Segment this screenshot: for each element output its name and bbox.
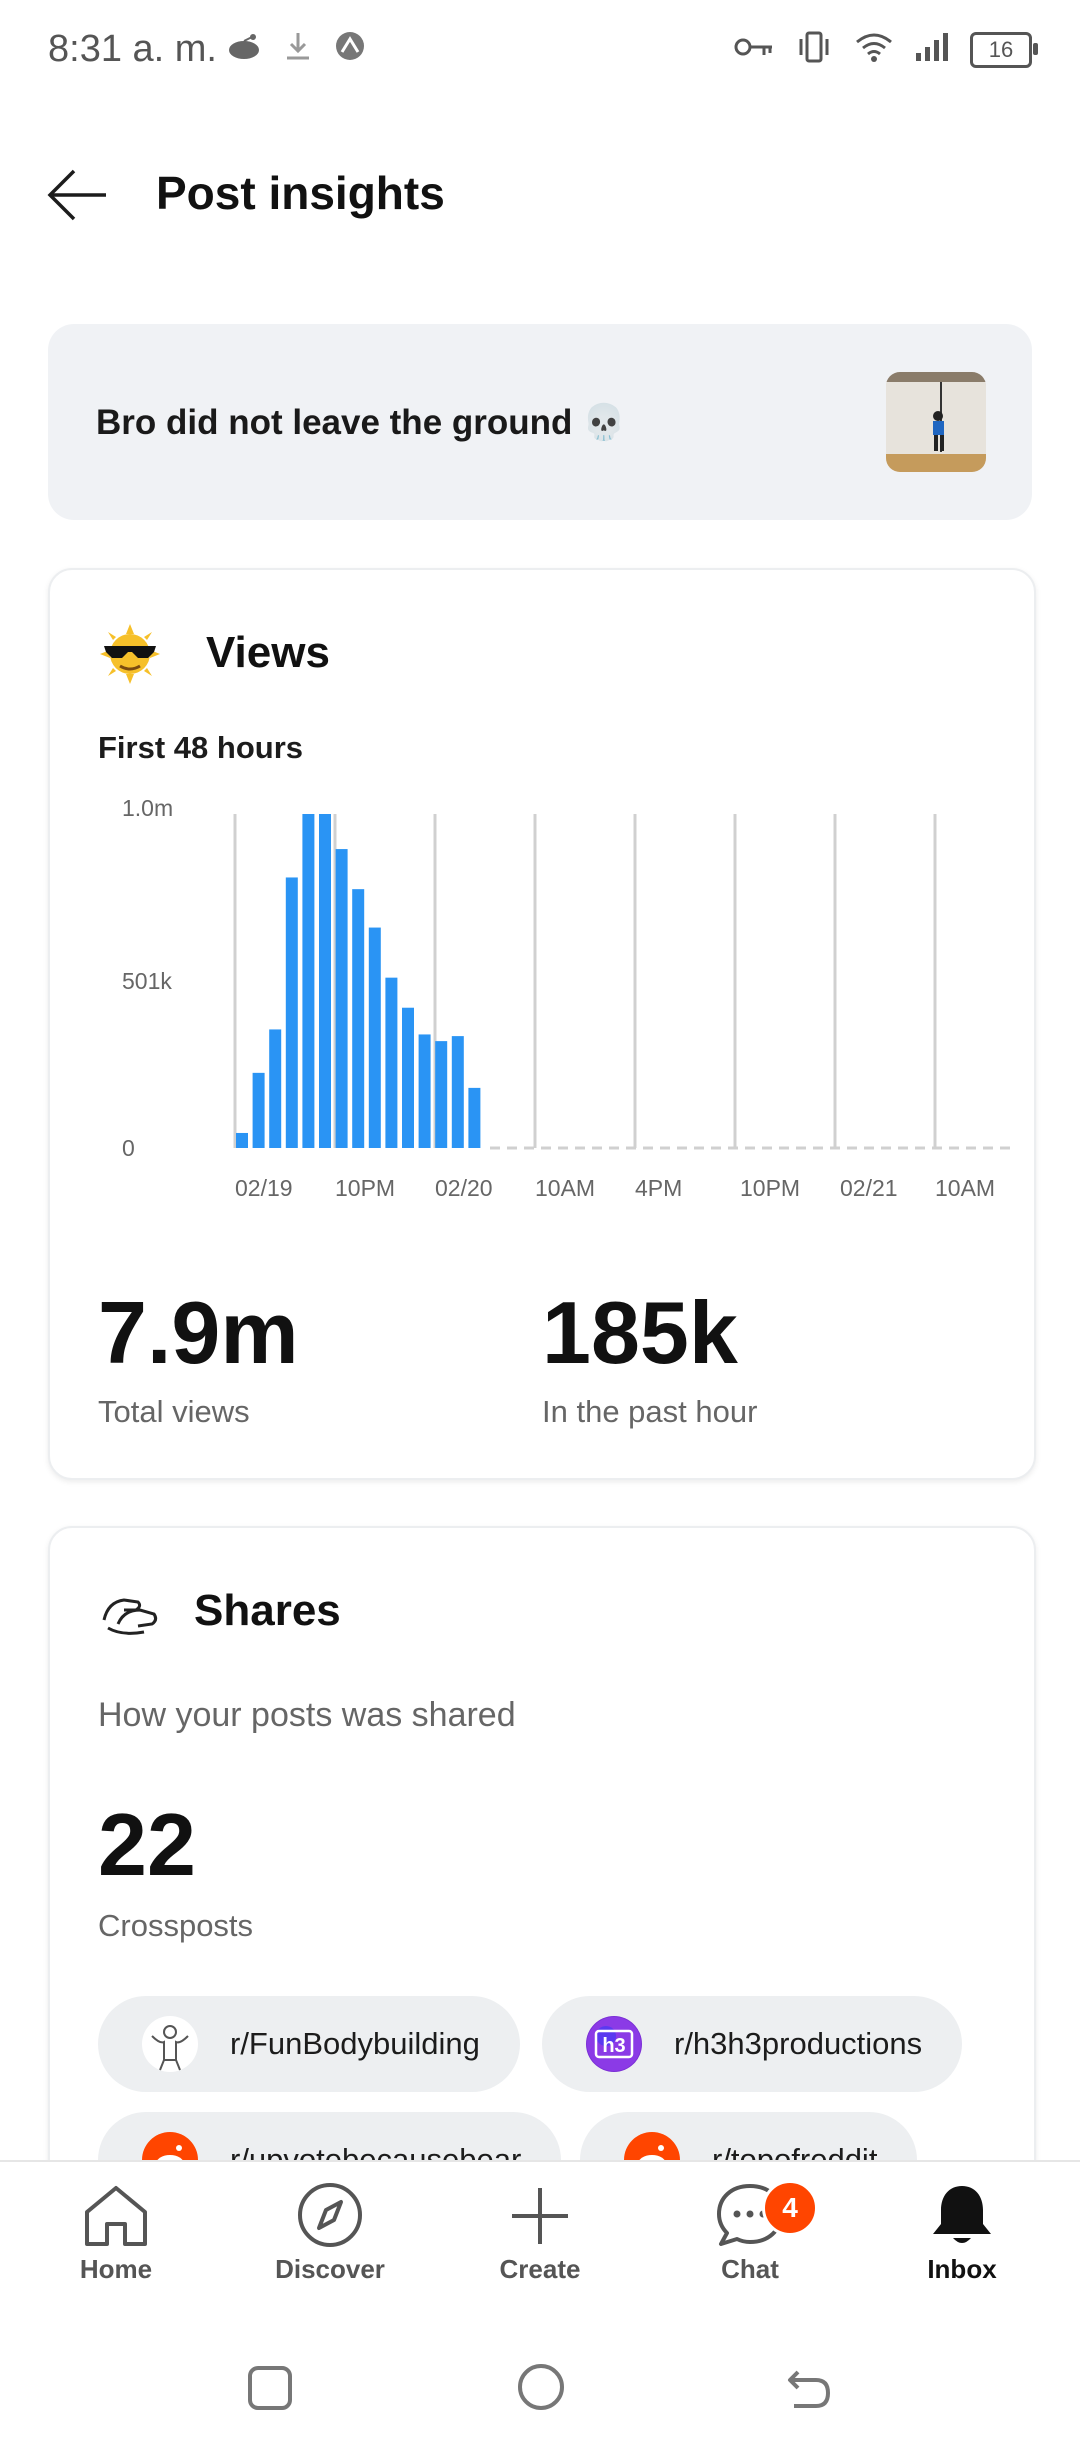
past-hour-label: In the past hour bbox=[542, 1394, 758, 1429]
y-tick-label: 0 bbox=[122, 1135, 135, 1161]
wifi-icon bbox=[854, 31, 894, 68]
x-tick-label: 02/20 bbox=[435, 1175, 493, 1201]
shares-subtitle: How your posts was shared bbox=[98, 1696, 516, 1734]
chart-bar bbox=[252, 1072, 265, 1148]
chart-bar bbox=[385, 977, 398, 1148]
post-card[interactable]: Bro did not leave the ground 💀 bbox=[48, 324, 1032, 520]
nav-create-label: Create bbox=[499, 2254, 581, 2284]
signal-icon bbox=[914, 31, 950, 68]
back-button[interactable] bbox=[46, 150, 120, 240]
arrow-left-icon bbox=[47, 169, 106, 221]
x-tick-label: 4PM bbox=[635, 1175, 682, 1201]
page-title: Post insights bbox=[156, 167, 445, 219]
nav-home[interactable]: Home bbox=[36, 2182, 196, 2285]
crossposts-count: 22 bbox=[98, 1795, 196, 1894]
post-thumbnail bbox=[886, 372, 986, 472]
nav-inbox-label: Inbox bbox=[927, 2254, 997, 2284]
y-tick-label: 1.0m bbox=[122, 795, 173, 821]
bottom-nav: Home Discover Create 4 Chat Inbox bbox=[0, 2160, 1080, 2322]
nav-home-label: Home bbox=[79, 2254, 153, 2284]
svg-text:h3: h3 bbox=[602, 2035, 625, 2057]
reddit-icon bbox=[226, 31, 262, 66]
compass-icon bbox=[298, 2183, 362, 2247]
plus-icon bbox=[512, 2188, 568, 2244]
x-tick-label: 10AM bbox=[535, 1175, 595, 1201]
shares-title: Shares bbox=[194, 1586, 341, 1635]
chart-bar bbox=[368, 927, 381, 1148]
total-views-value: 7.9m bbox=[98, 1283, 299, 1382]
views-card: Views First 48 hours 1.0m 501k 0 02/19 10PM 0… bbox=[48, 568, 1036, 1480]
battery-icon: 16 bbox=[970, 31, 1038, 68]
chart-bar bbox=[236, 1132, 248, 1148]
x-tick-label: 02/19 bbox=[235, 1175, 293, 1201]
past-hour-value: 185k bbox=[542, 1283, 738, 1382]
share-hands-icon bbox=[98, 1580, 162, 1644]
status-right-icons: 16 bbox=[734, 30, 1038, 69]
x-tick-label: 02/21 bbox=[840, 1175, 898, 1201]
crossposts-label: Crossposts bbox=[98, 1908, 254, 1943]
sunglasses-sun-icon bbox=[98, 622, 162, 686]
x-tick-label: 10PM bbox=[740, 1175, 800, 1201]
nav-inbox[interactable]: Inbox bbox=[882, 2182, 1042, 2285]
nav-chat-label: Chat bbox=[721, 2254, 779, 2284]
chart-bar bbox=[302, 814, 315, 1148]
bodybuilder-icon bbox=[142, 2016, 198, 2072]
vibrate-icon bbox=[794, 30, 834, 69]
nav-discover[interactable]: Discover bbox=[250, 2182, 410, 2285]
chart-bar bbox=[468, 1087, 481, 1148]
post-title: Bro did not leave the ground 💀 bbox=[96, 403, 626, 442]
back-system-button[interactable] bbox=[784, 2364, 834, 2412]
status-time: 8:31 a. m. bbox=[48, 28, 217, 70]
nav-create[interactable]: Create bbox=[460, 2182, 620, 2285]
subreddit-chip[interactable]: r/FunBodybuilding bbox=[98, 1996, 520, 2092]
views-chart: 1.0m 501k 0 02/19 10PM 02/20 10AM 4PM 10PM 02/21 1… bbox=[122, 795, 1010, 1201]
status-left-icons bbox=[226, 30, 366, 67]
chat-badge: 4 bbox=[762, 2180, 818, 2236]
chart-bar bbox=[269, 1029, 282, 1148]
home-icon bbox=[85, 2186, 147, 2246]
x-tick-label: 10PM bbox=[335, 1175, 395, 1201]
chart-subtitle: First 48 hours bbox=[98, 730, 303, 765]
chip-label: r/h3h3productions bbox=[674, 2026, 923, 2061]
chart-bar bbox=[335, 849, 348, 1148]
chart-bar bbox=[451, 1036, 464, 1148]
nav-discover-label: Discover bbox=[275, 2254, 385, 2284]
x-tick-label: 10AM bbox=[935, 1175, 995, 1201]
chart-bar bbox=[352, 889, 365, 1148]
chart-bar bbox=[319, 814, 331, 1148]
total-views-label: Total views bbox=[98, 1394, 250, 1429]
subreddit-chip[interactable]: h3 r/h3h3productions bbox=[542, 1996, 963, 2092]
home-system-button[interactable] bbox=[516, 2362, 566, 2412]
download-icon bbox=[284, 31, 312, 66]
nav-chat[interactable]: 4 Chat bbox=[670, 2180, 830, 2285]
key-icon bbox=[734, 35, 774, 64]
bell-icon bbox=[933, 2186, 991, 2243]
chip-label: r/FunBodybuilding bbox=[230, 2026, 480, 2061]
chart-bar bbox=[418, 1034, 431, 1148]
recent-apps-button[interactable] bbox=[246, 2364, 294, 2412]
chart-bar bbox=[435, 1041, 448, 1148]
y-tick-label: 501k bbox=[122, 968, 172, 994]
system-nav-bar bbox=[0, 2320, 1080, 2460]
vpn-app-icon bbox=[334, 30, 366, 67]
chart-bar bbox=[402, 1007, 414, 1148]
views-title: Views bbox=[206, 628, 330, 677]
h3-logo-icon: h3 bbox=[586, 2016, 642, 2072]
chart-bar bbox=[285, 877, 298, 1148]
